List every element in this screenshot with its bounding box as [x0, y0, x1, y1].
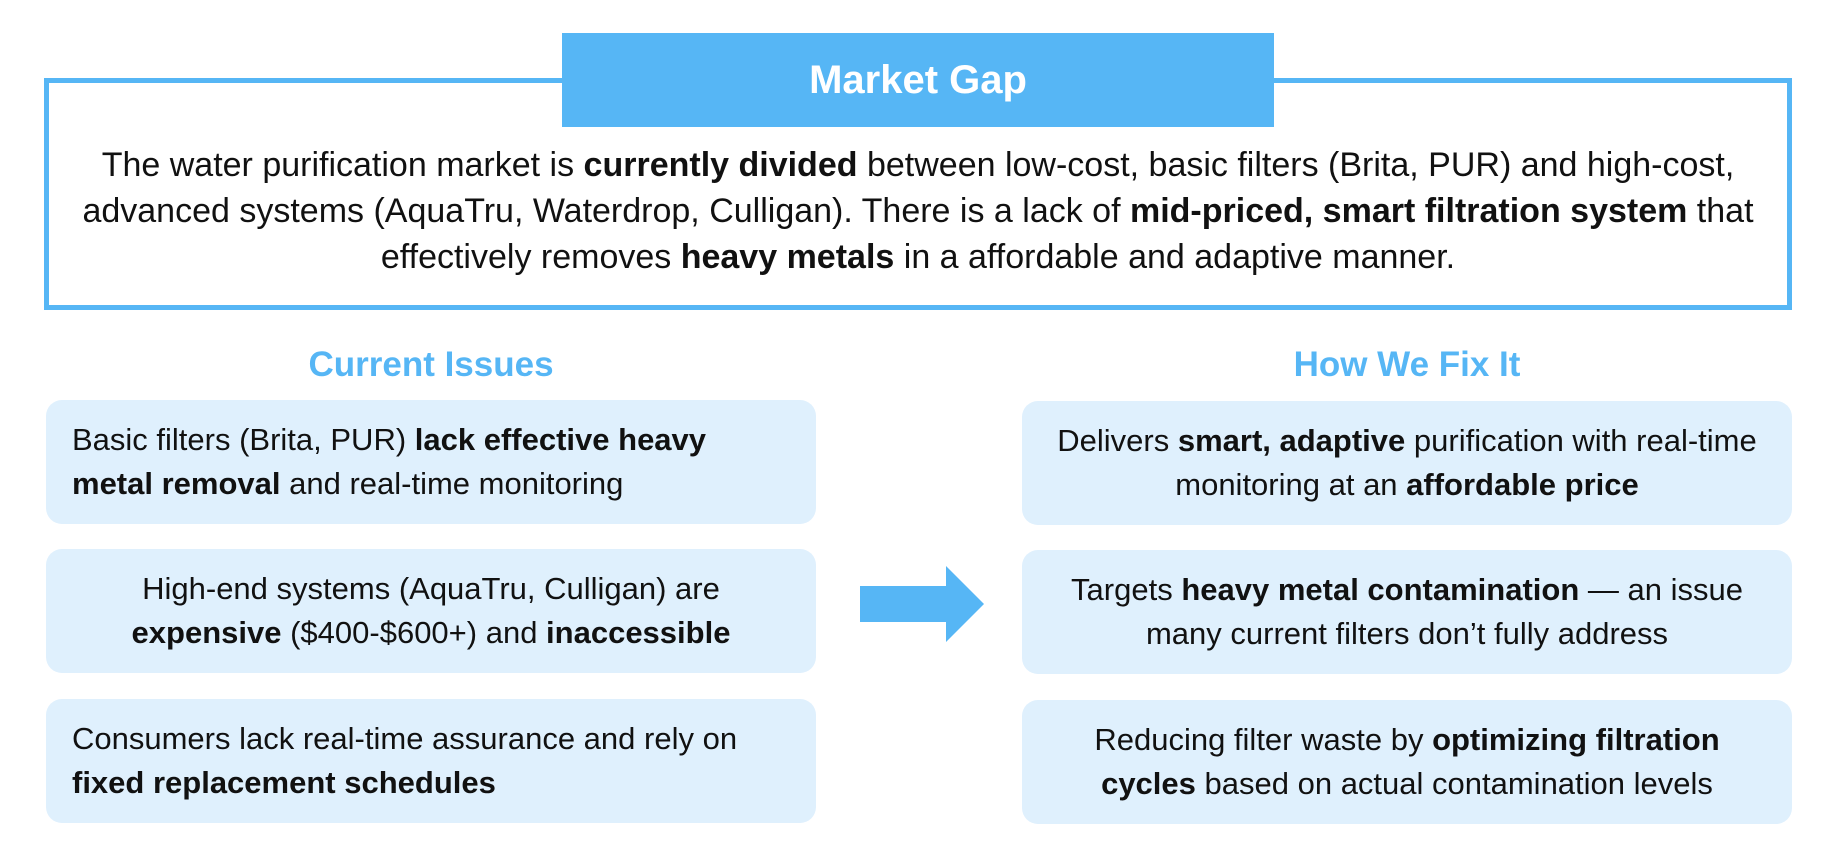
issue-card-text: Basic filters (Brita, PUR) lack effectiv…: [72, 422, 707, 501]
market-gap-description: The water purification market is current…: [82, 146, 1754, 276]
issue-card-text: Consumers lack real-time assurance and r…: [72, 721, 738, 800]
fix-card-text: Targets heavy metal contamination — an i…: [1071, 572, 1743, 651]
issue-card-2: High-end systems (AquaTru, Culligan) are…: [46, 549, 816, 673]
right-arrow-icon: [860, 566, 984, 642]
fix-card-text: Delivers smart, adaptive purification wi…: [1057, 423, 1757, 502]
fix-card-3: Reducing filter waste by optimizing filt…: [1022, 700, 1792, 824]
issue-card-text: High-end systems (AquaTru, Culligan) are…: [131, 571, 731, 650]
issue-card-3: Consumers lack real-time assurance and r…: [46, 699, 816, 823]
market-gap-title: Market Gap: [562, 33, 1274, 127]
fix-card-2: Targets heavy metal contamination — an i…: [1022, 550, 1792, 674]
current-issues-heading: Current Issues: [308, 345, 554, 384]
issue-card-1: Basic filters (Brita, PUR) lack effectiv…: [46, 400, 816, 524]
fix-card-text: Reducing filter waste by optimizing filt…: [1094, 722, 1720, 801]
how-we-fix-it-heading: How We Fix It: [1293, 345, 1521, 384]
fix-card-1: Delivers smart, adaptive purification wi…: [1022, 401, 1792, 525]
